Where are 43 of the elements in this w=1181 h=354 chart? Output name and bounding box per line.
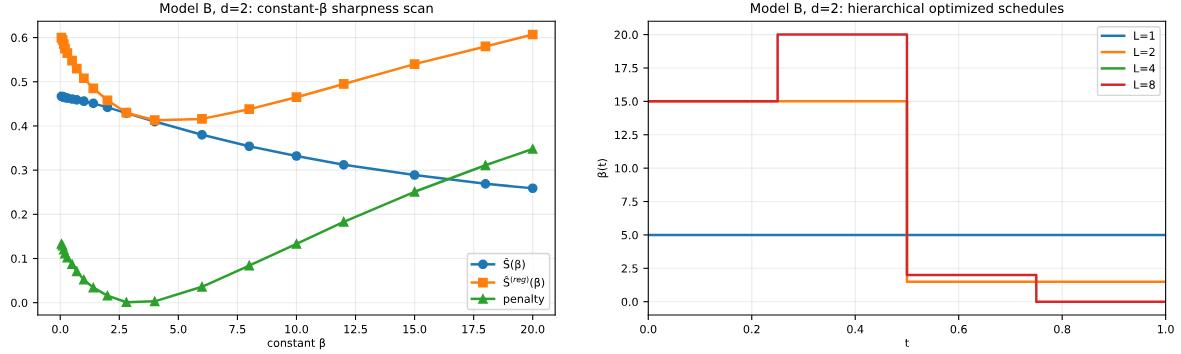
y-tick-label: 20.0 (614, 30, 638, 39)
x-tick-label: 7.5 (229, 325, 246, 334)
legend-label: L=4 (1134, 64, 1156, 73)
y-tick-label: 12.5 (615, 130, 638, 140)
y-tick-label: 10.0 (615, 164, 638, 173)
x-axis-title: constant β (267, 338, 326, 350)
y-tick-label: 5.0 (621, 230, 638, 240)
x-tick-label: 0.0 (640, 324, 657, 334)
x-tick-label: 15.0 (403, 324, 427, 334)
legend-label: Ŝ$^{(reg)}$(β) (503, 276, 545, 289)
y-tick-label: 7.5 (621, 197, 638, 206)
chart-title: Model B, d=2: hierarchical optimized schedules (751, 2, 1064, 16)
y-tick-label: 0.5 (11, 77, 28, 87)
x-tick-label: 0.8 (1054, 324, 1071, 334)
y-tick-label: 0.6 (11, 33, 28, 42)
y-tick-label: 0.2 (11, 210, 27, 219)
chart-title: Model B, d=2: constant-β sharpness scan (160, 2, 433, 16)
legend-label: L=8 (1134, 80, 1155, 89)
x-tick-label: 0.0 (52, 324, 69, 334)
y-tick-label: 0.3 (11, 166, 28, 175)
x-tick-label: 20.0 (521, 324, 545, 334)
x-tick-label: 10.0 (285, 324, 309, 334)
x-tick-label: 0.2 (743, 324, 760, 334)
x-tick-label: 5.0 (170, 324, 187, 334)
y-tick-label: 15.0 (615, 97, 638, 106)
legend-label: L=2 (1134, 47, 1155, 56)
y-tick-label: 0.1 (11, 254, 28, 263)
x-tick-label: 12.5 (344, 324, 367, 334)
y-axis-title: β(t) (597, 159, 609, 178)
y-tick-label: 0.0 (621, 297, 638, 307)
y-tick-label: 0.0 (11, 298, 28, 308)
y-tick-label: 2.5 (621, 264, 638, 273)
x-axis-title: t (905, 338, 909, 347)
legend-label: L=1 (1134, 31, 1155, 40)
legend-label: Ŝ(β) (503, 257, 525, 271)
legend-label: penalty (503, 294, 545, 306)
x-tick-label: 0.4 (847, 324, 864, 334)
x-tick-label: 2.5 (111, 324, 128, 334)
x-tick-label: 1.0 (1158, 324, 1174, 334)
y-tick-label: 17.5 (615, 64, 638, 73)
x-tick-label: 17.5 (462, 325, 486, 334)
x-tick-label: 0.6 (950, 324, 967, 334)
y-tick-label: 0.4 (11, 121, 28, 131)
